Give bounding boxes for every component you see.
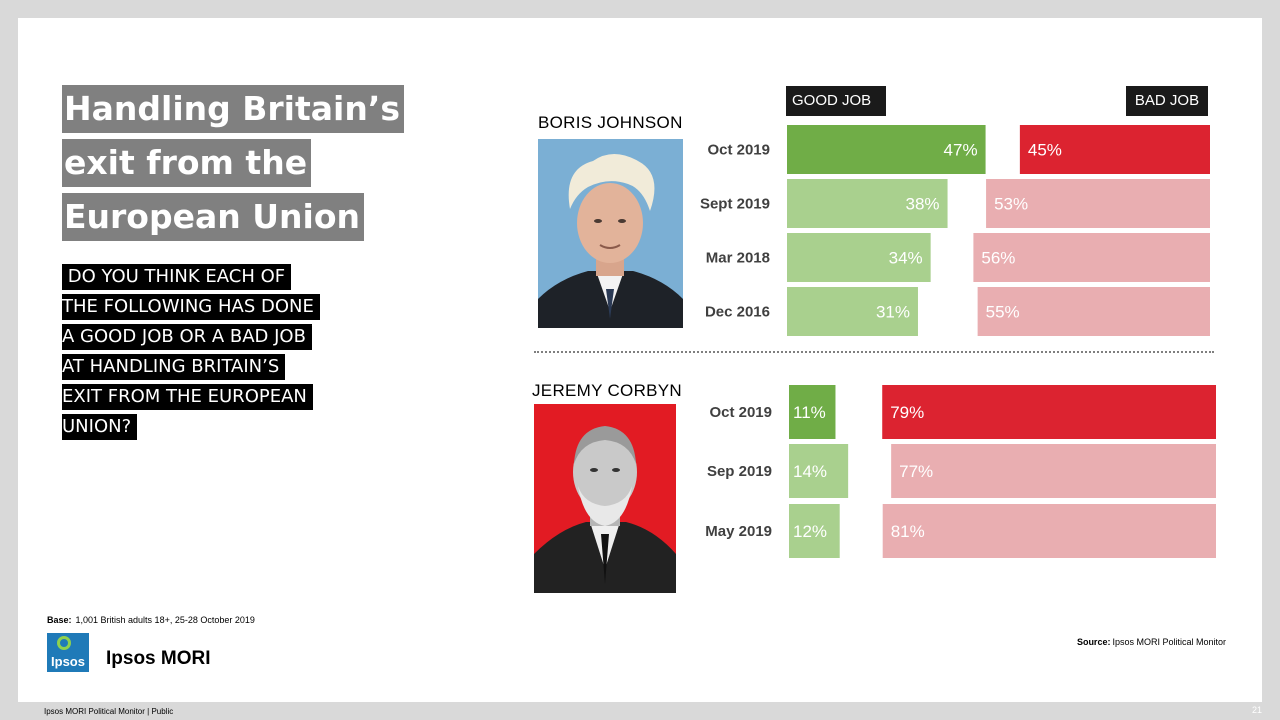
question-text: DO YOU THINK EACH OF THE FOLLOWING HAS D…	[62, 264, 382, 444]
page-title: Handling Britain’s exit from the Europea…	[62, 85, 422, 247]
bad-job-value-label: 45%	[1028, 141, 1062, 160]
category-label: May 2019	[705, 523, 772, 540]
bad-job-bar	[986, 179, 1210, 228]
good-job-value-label: 11%	[793, 403, 826, 422]
portrait-corbyn-icon	[534, 404, 676, 593]
good-job-value-label: 12%	[793, 522, 827, 541]
category-label: Oct 2019	[707, 142, 770, 159]
question-line-1: DO YOU THINK EACH OF	[62, 264, 292, 290]
source-note: Source: Ipsos MORI Political Monitor	[1077, 637, 1226, 647]
portrait-johnson-icon	[538, 139, 683, 328]
title-line-3: European Union	[62, 193, 365, 241]
category-label: Sept 2019	[700, 196, 770, 213]
category-label: Sep 2019	[707, 463, 772, 480]
portrait-corbyn	[534, 404, 676, 593]
question-line-3: A GOOD JOB OR A BAD JOB	[62, 324, 312, 350]
good-job-value-label: 34%	[889, 249, 923, 268]
good-job-bar	[787, 287, 918, 336]
legend-bad-job: BAD JOB	[1126, 86, 1208, 116]
bad-job-value-label: 77%	[899, 462, 933, 481]
legend-good-job: GOOD JOB	[786, 86, 886, 116]
base-label: Base:	[47, 615, 72, 625]
question-line-6: UNION?	[62, 414, 138, 440]
footer: Ipsos MORI Political Monitor | Public	[44, 707, 174, 716]
logo-box-text: Ipsos	[51, 654, 85, 669]
category-label: Dec 2016	[705, 304, 770, 321]
good-job-bar	[789, 444, 849, 498]
ipsos-logo-icon: Ipsos	[47, 633, 89, 672]
logo-bubble-icon	[57, 636, 71, 650]
good-job-value-label: 47%	[944, 141, 978, 160]
good-job-value-label: 31%	[876, 303, 910, 322]
good-job-bar	[789, 385, 836, 439]
bad-job-bar	[882, 385, 1216, 439]
good-job-value-label: 38%	[906, 195, 940, 214]
good-job-bar	[787, 233, 931, 282]
bad-job-bar	[977, 287, 1210, 336]
question-line-2: THE FOLLOWING HAS DONE	[62, 294, 320, 320]
base-text: 1,001 British adults 18+, 25-28 October …	[75, 615, 255, 625]
title-line-2: exit from the	[62, 139, 312, 187]
category-label: Oct 2019	[709, 404, 772, 421]
good-job-bar	[787, 179, 948, 228]
source-label: Source:	[1076, 637, 1111, 647]
bad-job-value-label: 53%	[994, 195, 1028, 214]
bad-job-bar	[891, 444, 1216, 498]
logo-text: Ipsos MORI	[106, 648, 211, 669]
bad-job-value-label: 81%	[891, 522, 925, 541]
question-line-5: EXIT FROM THE EUROPEAN	[62, 384, 313, 410]
portrait-johnson	[538, 139, 683, 328]
bad-job-value-label: 56%	[981, 249, 1015, 268]
good-job-value-label: 14%	[793, 462, 827, 481]
source-text: Ipsos MORI Political Monitor	[1112, 637, 1226, 647]
person-name-corbyn: JEREMY CORBYN	[532, 381, 683, 400]
bad-job-bar	[882, 504, 1216, 558]
good-job-bar	[787, 125, 986, 174]
person-name-johnson: BORIS JOHNSON	[538, 113, 683, 132]
bad-job-bar	[1019, 125, 1210, 174]
section-divider	[534, 351, 1214, 353]
bad-job-value-label: 79%	[890, 403, 924, 422]
base-note: Base: 1,001 British adults 18+, 25-28 Oct…	[47, 615, 255, 625]
category-label: Mar 2018	[706, 250, 770, 267]
bad-job-value-label: 55%	[986, 303, 1020, 322]
question-line-4: AT HANDLING BRITAIN’S	[62, 354, 286, 380]
bad-job-bar	[973, 233, 1210, 282]
title-line-1: Handling Britain’s	[62, 85, 404, 133]
good-job-bar	[789, 504, 840, 558]
page-number: 21	[1251, 705, 1262, 715]
